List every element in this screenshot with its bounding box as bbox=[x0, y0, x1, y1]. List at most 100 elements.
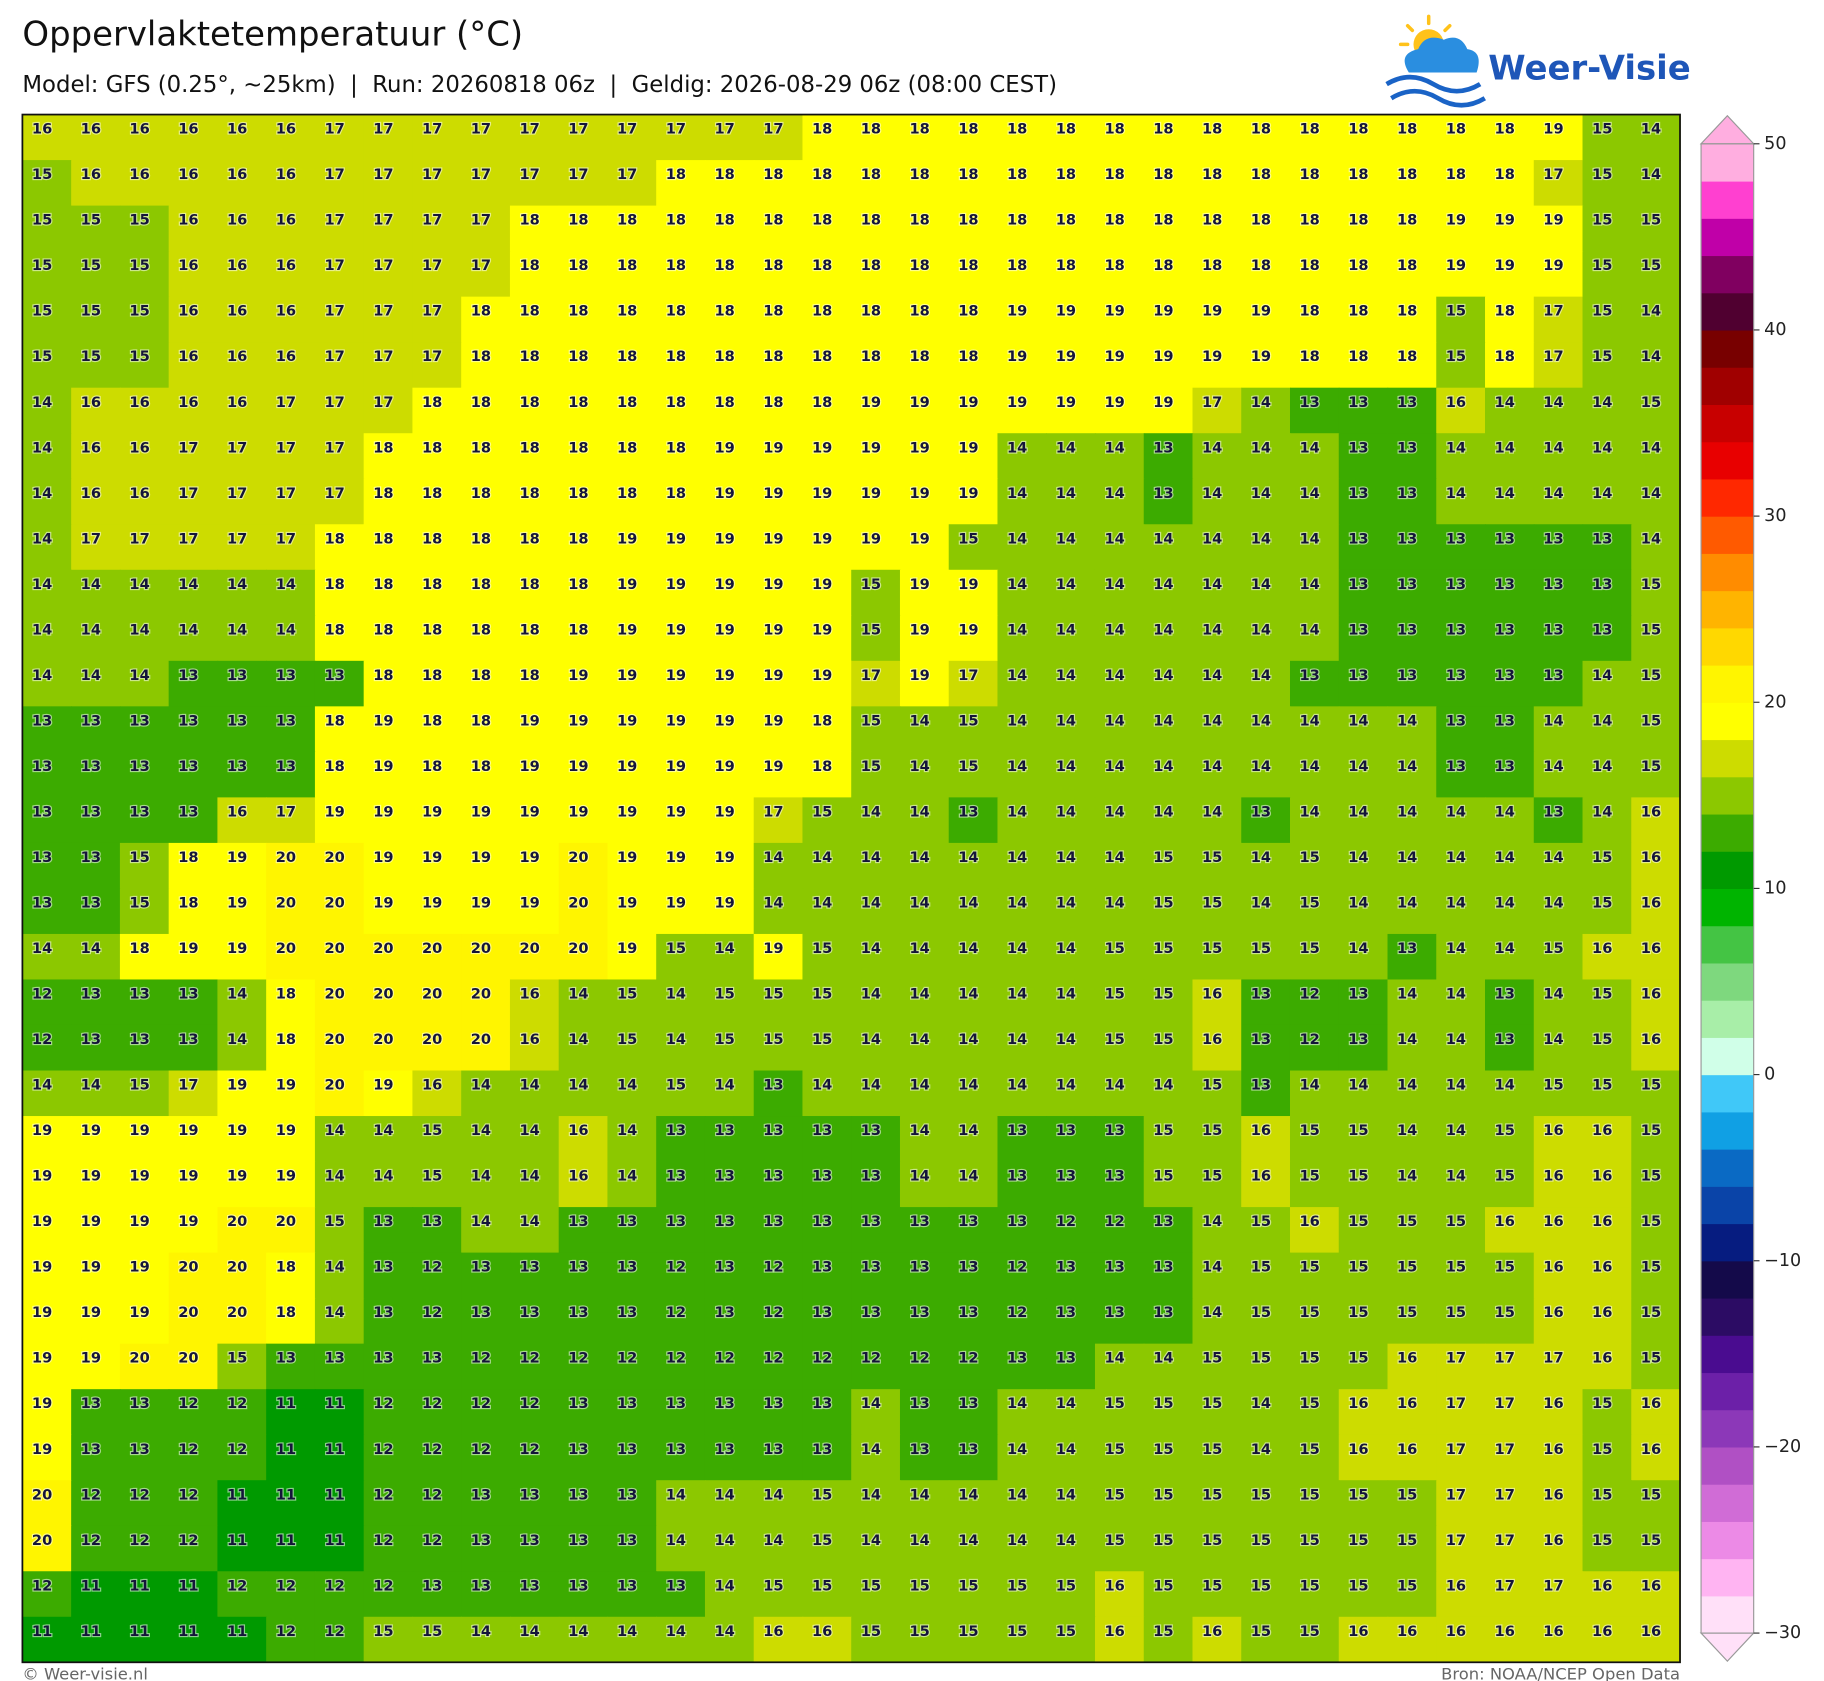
cell-value: 18 bbox=[1348, 257, 1368, 274]
cell-value: 13 bbox=[568, 1395, 588, 1412]
cell-value: 12 bbox=[958, 1350, 978, 1367]
grid-cell bbox=[607, 342, 657, 389]
grid-cell bbox=[71, 933, 121, 981]
cell-value: 18 bbox=[471, 485, 491, 502]
cell-value: 13 bbox=[666, 1168, 686, 1185]
cell-value: 18 bbox=[812, 758, 832, 775]
cell-value: 15 bbox=[1641, 621, 1661, 638]
grid-cell bbox=[71, 296, 121, 343]
cell-value: 17 bbox=[1495, 1441, 1515, 1458]
grid-cell bbox=[1338, 1207, 1389, 1254]
grid-cell bbox=[948, 1525, 999, 1572]
cell-value: 17 bbox=[276, 439, 296, 456]
cell-value: 14 bbox=[1641, 121, 1661, 138]
cell-value: 16 bbox=[129, 485, 149, 502]
cell-value: 13 bbox=[32, 849, 52, 866]
grid-cell bbox=[266, 1389, 316, 1436]
cell-value: 18 bbox=[471, 303, 491, 320]
grid-cell bbox=[168, 478, 219, 525]
grid-cell bbox=[558, 1207, 609, 1254]
grid-cell bbox=[656, 1161, 706, 1208]
cell-value: 14 bbox=[1397, 803, 1417, 820]
cell-value: 15 bbox=[1446, 1304, 1466, 1321]
grid-cell bbox=[461, 160, 511, 207]
grid-cell bbox=[1143, 1389, 1194, 1436]
cell-value: 18 bbox=[1056, 121, 1076, 138]
cell-value: 14 bbox=[861, 1532, 881, 1549]
cell-value: 13 bbox=[958, 803, 978, 820]
cell-value: 13 bbox=[1495, 576, 1515, 593]
cell-value: 14 bbox=[1056, 849, 1076, 866]
grid-cell bbox=[607, 1024, 657, 1072]
cell-value: 16 bbox=[1592, 1213, 1612, 1230]
grid-cell bbox=[1094, 1480, 1145, 1527]
cell-value: 15 bbox=[1105, 1532, 1125, 1549]
grid-cell bbox=[1387, 933, 1437, 981]
cell-value: 14 bbox=[1251, 439, 1271, 456]
cell-value: 13 bbox=[81, 895, 101, 912]
grid-cell bbox=[1192, 1252, 1242, 1299]
cell-value: 14 bbox=[1007, 485, 1027, 502]
grid-cell bbox=[314, 387, 365, 434]
cell-value: 13 bbox=[1348, 576, 1368, 593]
grid-cell bbox=[509, 114, 560, 161]
grid-cell bbox=[363, 569, 414, 616]
grid-cell bbox=[266, 1525, 316, 1572]
cell-value: 14 bbox=[1348, 1077, 1368, 1094]
grid-cell bbox=[1143, 797, 1194, 844]
grid-cell bbox=[802, 1616, 852, 1663]
cell-value: 17 bbox=[1446, 1486, 1466, 1503]
cell-value: 14 bbox=[129, 621, 149, 638]
grid-cell bbox=[22, 1161, 72, 1208]
grid-cell bbox=[509, 1571, 560, 1618]
cell-value: 19 bbox=[276, 1077, 296, 1094]
grid-cell bbox=[704, 342, 755, 389]
grid-cell bbox=[1582, 1525, 1632, 1572]
grid-cell bbox=[1289, 569, 1340, 616]
cell-value: 13 bbox=[178, 803, 198, 820]
cell-value: 19 bbox=[909, 485, 929, 502]
cell-value: 13 bbox=[714, 1168, 734, 1185]
cell-value: 19 bbox=[666, 621, 686, 638]
grid-cell bbox=[997, 615, 1047, 662]
grid-cell bbox=[1338, 569, 1389, 616]
grid-cell bbox=[314, 933, 365, 981]
cell-value: 16 bbox=[178, 257, 198, 274]
cell-value: 14 bbox=[861, 986, 881, 1003]
grid-cell bbox=[266, 160, 316, 207]
grid-cell bbox=[899, 160, 950, 207]
grid-cell bbox=[363, 1252, 414, 1299]
grid-cell bbox=[607, 615, 657, 662]
grid-cell bbox=[1094, 1161, 1145, 1208]
grid-cell bbox=[704, 1116, 755, 1163]
grid-cell bbox=[656, 1616, 706, 1663]
grid-cell bbox=[607, 251, 657, 298]
grid-cell bbox=[22, 524, 72, 571]
cell-value: 15 bbox=[1348, 1577, 1368, 1594]
cell-value: 13 bbox=[763, 1395, 783, 1412]
grid-cell bbox=[1046, 205, 1096, 252]
cell-value: 15 bbox=[1153, 895, 1173, 912]
cell-value: 14 bbox=[1641, 439, 1661, 456]
cell-value: 18 bbox=[1446, 121, 1466, 138]
grid-cell bbox=[1485, 1389, 1535, 1436]
cell-value: 19 bbox=[958, 621, 978, 638]
grid-cell bbox=[22, 1252, 72, 1299]
cell-value: 12 bbox=[373, 1577, 393, 1594]
cell-value: 14 bbox=[519, 1623, 539, 1640]
cell-value: 14 bbox=[1105, 849, 1125, 866]
cell-value: 18 bbox=[763, 394, 783, 411]
cell-value: 13 bbox=[958, 1441, 978, 1458]
grid-cell bbox=[899, 387, 950, 434]
cell-value: 15 bbox=[1495, 1122, 1515, 1139]
cell-value: 13 bbox=[714, 1395, 734, 1412]
grid-cell bbox=[266, 114, 316, 161]
grid-cell bbox=[1046, 296, 1096, 343]
cell-value: 18 bbox=[763, 257, 783, 274]
cell-value: 14 bbox=[1592, 667, 1612, 684]
cell-value: 15 bbox=[1056, 1577, 1076, 1594]
cell-value: 13 bbox=[1543, 803, 1563, 820]
cell-value: 15 bbox=[1592, 1031, 1612, 1048]
grid-cell bbox=[1289, 888, 1340, 935]
grid-cell bbox=[119, 1525, 170, 1572]
